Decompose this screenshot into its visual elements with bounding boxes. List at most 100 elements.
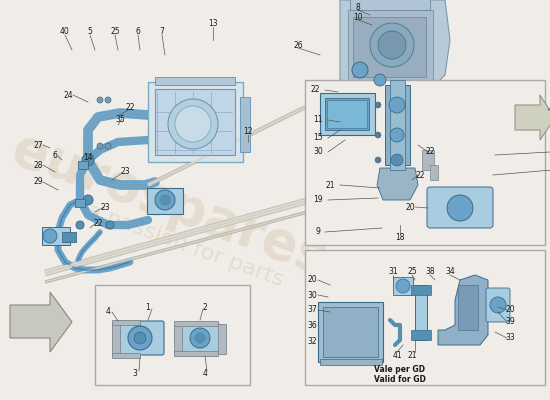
Text: 33: 33 — [505, 334, 515, 342]
Circle shape — [391, 154, 403, 166]
Text: 21: 21 — [325, 180, 335, 190]
Bar — [422, 150, 434, 170]
Polygon shape — [10, 292, 72, 352]
FancyBboxPatch shape — [486, 288, 510, 322]
Text: 5: 5 — [87, 28, 92, 36]
Bar — [95, 285, 250, 385]
Circle shape — [374, 74, 386, 86]
Bar — [112, 353, 140, 358]
Text: 22: 22 — [94, 218, 103, 228]
Text: 20: 20 — [505, 306, 515, 314]
Circle shape — [105, 97, 111, 103]
Text: 24: 24 — [63, 90, 73, 100]
Text: 4: 4 — [202, 368, 207, 378]
Text: 25: 25 — [110, 28, 120, 36]
Circle shape — [105, 143, 111, 149]
Bar — [318, 302, 383, 362]
Circle shape — [175, 106, 211, 142]
Text: 2: 2 — [202, 304, 207, 312]
Circle shape — [375, 132, 381, 138]
Text: 38: 38 — [425, 268, 435, 276]
Text: 22: 22 — [415, 170, 425, 180]
Text: 11: 11 — [314, 116, 323, 124]
Bar — [218, 324, 226, 354]
Circle shape — [447, 195, 473, 221]
Bar — [174, 351, 218, 356]
Text: 4: 4 — [106, 308, 111, 316]
Text: 22: 22 — [125, 104, 135, 112]
Bar — [112, 320, 140, 325]
Text: 39: 39 — [505, 318, 515, 326]
Text: 22: 22 — [310, 86, 320, 94]
Text: 30: 30 — [307, 290, 317, 300]
Text: 35: 35 — [115, 116, 125, 124]
Circle shape — [168, 99, 218, 149]
Text: 9: 9 — [316, 228, 321, 236]
Bar — [78, 161, 88, 169]
Text: 40: 40 — [60, 28, 70, 36]
Text: 23: 23 — [100, 204, 110, 212]
Bar — [174, 324, 182, 354]
Circle shape — [389, 97, 405, 113]
Circle shape — [378, 31, 406, 59]
Text: 18: 18 — [395, 232, 405, 242]
Bar — [430, 165, 438, 180]
Bar — [415, 285, 427, 340]
Bar — [320, 359, 382, 365]
Bar — [147, 188, 183, 214]
Text: 10: 10 — [353, 12, 363, 22]
Text: 25: 25 — [407, 268, 417, 276]
Bar — [240, 97, 250, 152]
Circle shape — [155, 190, 175, 210]
Circle shape — [375, 157, 381, 163]
Circle shape — [97, 143, 103, 149]
Bar — [411, 330, 431, 340]
Bar — [411, 285, 431, 295]
FancyBboxPatch shape — [178, 324, 220, 354]
Circle shape — [43, 229, 57, 243]
Text: 13: 13 — [208, 20, 218, 28]
Bar — [327, 100, 367, 128]
Bar — [323, 307, 378, 357]
Polygon shape — [377, 168, 418, 200]
Bar — [305, 80, 545, 245]
Circle shape — [190, 328, 210, 348]
Circle shape — [128, 326, 152, 350]
Bar — [320, 93, 375, 135]
Bar — [393, 277, 413, 295]
Polygon shape — [340, 0, 450, 90]
Text: a passion for parts: a passion for parts — [84, 200, 286, 290]
Text: 1: 1 — [146, 304, 150, 312]
Text: 29: 29 — [33, 178, 43, 186]
Text: 19: 19 — [313, 196, 323, 204]
Text: 8: 8 — [356, 2, 360, 12]
Circle shape — [76, 221, 84, 229]
Bar — [155, 77, 235, 85]
Circle shape — [490, 297, 506, 313]
Circle shape — [106, 221, 114, 229]
Bar — [353, 17, 426, 77]
Circle shape — [82, 154, 94, 166]
Text: 34: 34 — [445, 268, 455, 276]
Bar — [174, 321, 218, 326]
Circle shape — [370, 23, 414, 67]
Circle shape — [352, 62, 368, 78]
Text: 37: 37 — [307, 306, 317, 314]
Bar — [390, 80, 405, 170]
Circle shape — [160, 195, 170, 205]
Text: 15: 15 — [313, 134, 323, 142]
Text: 7: 7 — [160, 28, 164, 36]
Text: Vale per GD: Vale per GD — [375, 366, 426, 374]
Bar — [458, 285, 478, 330]
Text: Valid for GD: Valid for GD — [374, 376, 426, 384]
Text: 26: 26 — [293, 40, 303, 50]
Bar — [42, 227, 70, 245]
Text: 6: 6 — [53, 150, 57, 160]
Text: 6: 6 — [135, 28, 140, 36]
Text: 28: 28 — [33, 160, 43, 170]
Text: 36: 36 — [307, 320, 317, 330]
Bar — [358, 83, 418, 95]
Circle shape — [134, 332, 146, 344]
Text: 12: 12 — [243, 128, 253, 136]
Bar — [385, 85, 410, 165]
